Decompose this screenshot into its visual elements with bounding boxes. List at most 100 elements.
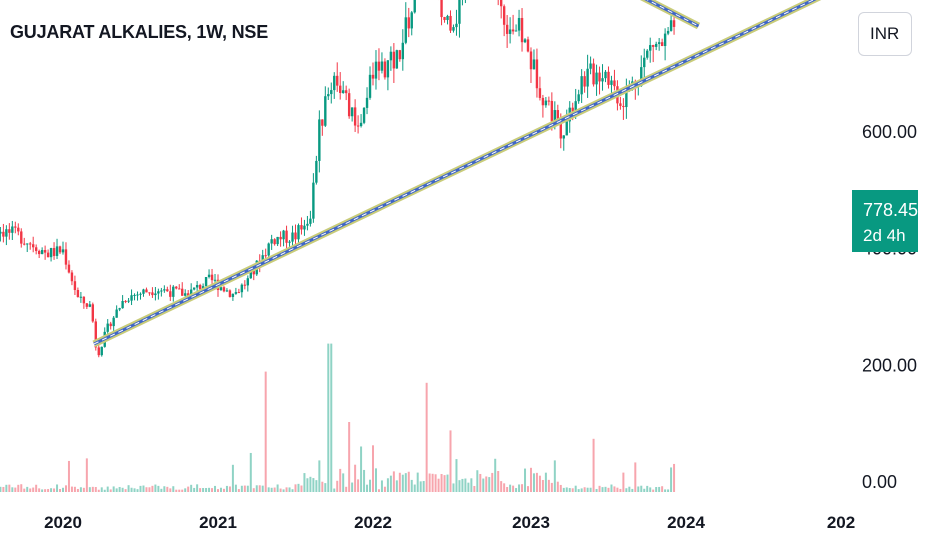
support-trendline-edge[interactable]	[92, 0, 838, 348]
candle-body	[508, 29, 512, 34]
volume-bar	[222, 488, 225, 492]
volume-bar	[139, 485, 142, 492]
volume-bar	[485, 476, 488, 492]
volume-bar	[544, 472, 547, 492]
candle-body	[64, 249, 68, 265]
volume-bar	[17, 484, 20, 492]
candle-body	[544, 100, 548, 106]
volume-bar	[208, 487, 211, 492]
candle-body	[157, 291, 160, 294]
last-price-value: 778.45	[863, 200, 919, 220]
volume-bar	[482, 478, 485, 492]
volume-bar	[169, 488, 172, 492]
volume-bar	[26, 486, 29, 492]
candle-body	[559, 118, 562, 139]
volume-bar	[41, 489, 44, 492]
volume-bar	[306, 478, 309, 492]
volume-bar	[392, 471, 395, 492]
volume-bar	[127, 485, 130, 492]
volume-bar	[309, 476, 312, 492]
volume-bar	[8, 484, 11, 492]
volume-bar	[336, 480, 339, 492]
candle-body	[20, 231, 23, 244]
candle-body	[58, 246, 62, 253]
candle-body	[112, 317, 115, 327]
candle-body	[195, 284, 199, 288]
volume-bar	[559, 484, 562, 492]
volume-bar	[652, 489, 655, 492]
volume-bar	[187, 486, 190, 492]
candle-body	[649, 45, 652, 51]
candle-body	[365, 97, 369, 108]
volume-bar	[437, 478, 440, 492]
candle-body	[404, 17, 407, 43]
volume-bar	[0, 486, 2, 492]
candle-body	[300, 225, 303, 230]
candle-body	[23, 243, 26, 245]
last-price-label: 778.45 2d 4h	[852, 190, 918, 252]
candle-body	[270, 239, 273, 244]
volume-bar	[225, 485, 228, 492]
candle-body	[234, 292, 238, 294]
volume-bar	[658, 486, 661, 492]
volume-bar	[184, 488, 187, 492]
resistance-trendline[interactable]	[420, 0, 700, 28]
candle-body	[529, 51, 533, 70]
volume-bar	[172, 486, 175, 492]
volume-bar	[59, 489, 62, 492]
candle-body	[651, 45, 655, 47]
volume-bar	[476, 470, 479, 492]
volume-bar	[115, 488, 118, 492]
candle-body	[160, 290, 163, 292]
volume-bar	[410, 479, 413, 492]
currency-selector[interactable]: INR	[858, 12, 912, 56]
support-trendline-dash	[93, 0, 815, 345]
volume-bar	[434, 474, 437, 492]
volume-bar	[29, 488, 32, 492]
volume-bar	[407, 471, 410, 492]
volume-bar	[62, 487, 64, 492]
volume-bar	[300, 485, 303, 492]
volume-bar	[73, 486, 76, 492]
volume-bar	[151, 485, 154, 492]
candle-body	[184, 293, 187, 296]
volume-bar	[47, 489, 50, 492]
trendlines-layer[interactable]	[92, 0, 838, 348]
volume-bar	[130, 487, 133, 492]
volume-bar	[303, 473, 306, 492]
candle-body	[458, 0, 461, 24]
volume-bar	[419, 481, 422, 492]
volume-bar	[79, 487, 82, 492]
volume-bar	[255, 485, 258, 492]
volume-bar	[270, 487, 273, 492]
candle-body	[178, 288, 181, 290]
x-tick-label: 2022	[354, 513, 392, 532]
volume-bar	[372, 445, 374, 492]
volume-bar	[634, 462, 637, 492]
candle-body	[654, 43, 658, 47]
candle-body	[577, 94, 580, 102]
volume-bar	[38, 488, 41, 492]
volume-bar	[461, 478, 464, 492]
volume-bar	[64, 485, 67, 492]
candle-body	[46, 252, 50, 258]
volume-bar	[160, 488, 163, 492]
volume-bar	[121, 487, 124, 492]
candle-body	[574, 101, 577, 114]
candle-body	[213, 279, 217, 281]
candle-body	[294, 232, 297, 240]
volume-bar	[145, 487, 148, 492]
candle-body	[279, 236, 282, 240]
candle-body	[228, 290, 232, 297]
candle-body	[285, 230, 288, 243]
candle-body	[309, 218, 312, 224]
volume-bar	[252, 488, 255, 492]
candle-body	[121, 300, 124, 309]
candle-body	[660, 42, 664, 47]
volume-bar	[53, 488, 56, 492]
volume-bar	[571, 488, 574, 492]
candle-body	[520, 17, 524, 43]
volume-bar	[32, 487, 35, 492]
